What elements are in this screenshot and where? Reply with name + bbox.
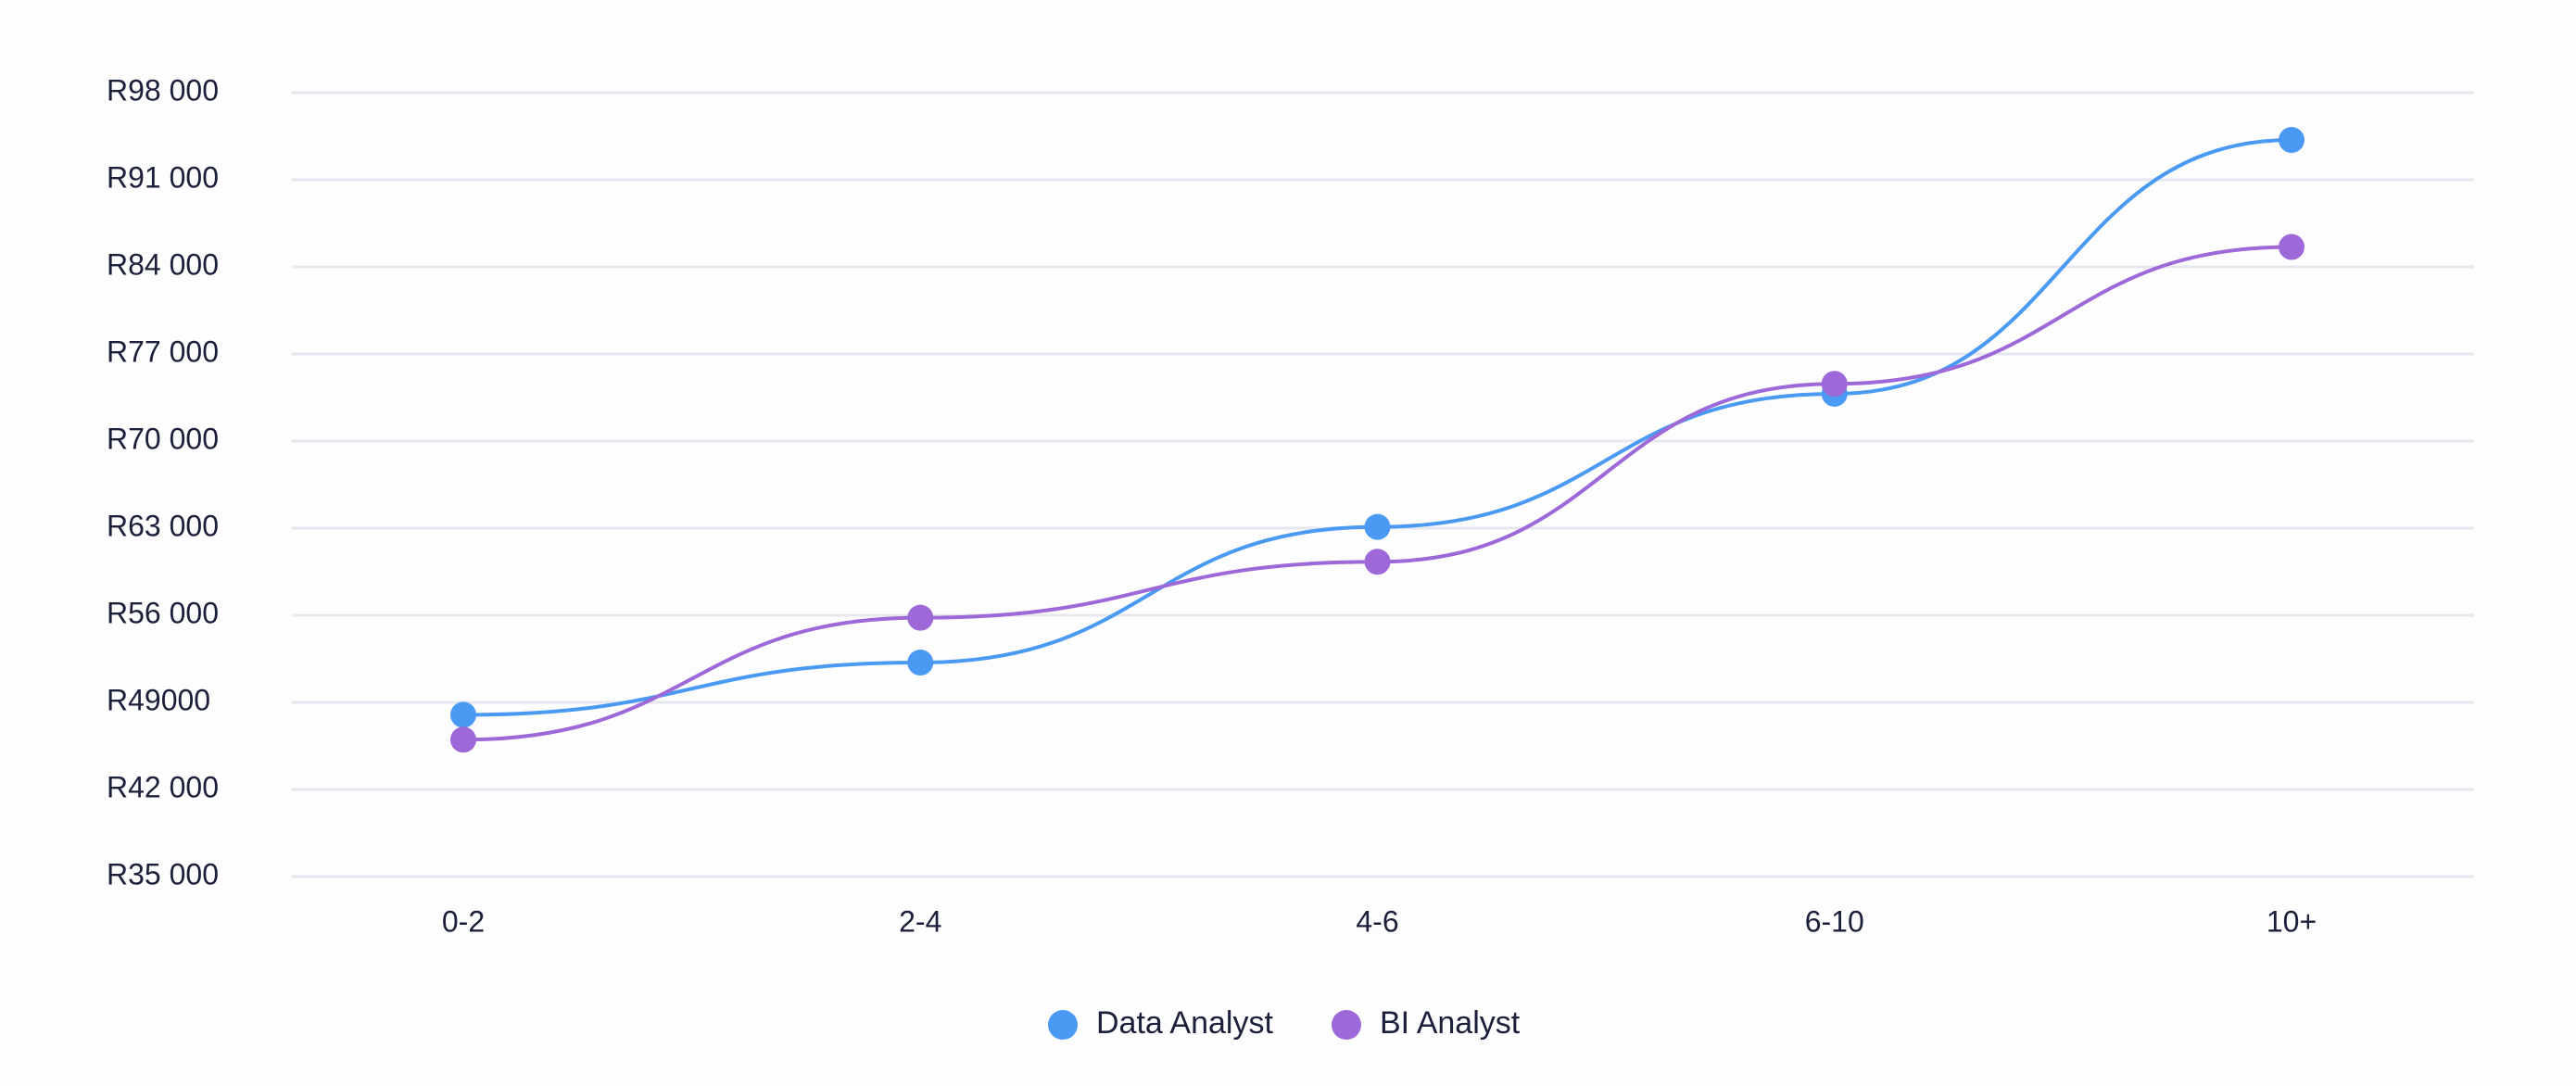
data-point[interactable] (2279, 127, 2305, 154)
y-tick-label: R98 000 (107, 73, 219, 107)
legend-item[interactable]: Data Analyst (1048, 1005, 1273, 1041)
y-axis: R98 000 R91 000 R84 000 R77 000 R70 000 R63 0… (107, 73, 219, 890)
data-point[interactable] (2279, 234, 2305, 260)
y-tick-label: R63 000 (107, 509, 219, 542)
x-tick-label: 6-10 (1805, 904, 1864, 938)
data-point[interactable] (907, 650, 934, 676)
y-tick-label: R84 000 (107, 247, 219, 281)
y-tick-label: R70 000 (107, 422, 219, 455)
x-axis: 0-2 2-4 4-6 6-10 10+ (442, 904, 2317, 938)
data-point[interactable] (1821, 371, 1848, 398)
series-line (462, 245, 2292, 742)
legend-marker (1048, 1010, 1078, 1040)
data-point[interactable] (1364, 513, 1391, 540)
series-group (450, 127, 2305, 753)
y-tick-label: R35 000 (107, 857, 219, 890)
data-point[interactable] (450, 726, 476, 753)
x-tick-label: 4-6 (1356, 904, 1398, 938)
data-point[interactable] (907, 604, 934, 631)
x-tick-label: 10+ (2267, 904, 2317, 938)
series-0 (450, 127, 2305, 728)
legend: Data Analyst BI Analyst (1048, 1005, 1521, 1041)
data-point[interactable] (450, 701, 476, 728)
series-line (462, 138, 2292, 717)
data-point[interactable] (1364, 549, 1391, 575)
x-tick-label: 0-2 (442, 904, 485, 938)
gridlines (292, 91, 2474, 878)
y-tick-label: R49000 (107, 683, 210, 716)
legend-marker (1332, 1010, 1361, 1040)
series-1 (450, 234, 2305, 753)
y-tick-label: R56 000 (107, 596, 219, 629)
legend-label: Data Analyst (1096, 1005, 1273, 1041)
y-tick-label: R42 000 (107, 770, 219, 803)
y-tick-label: R77 000 (107, 335, 219, 368)
y-tick-label: R91 000 (107, 160, 219, 194)
legend-item[interactable]: BI Analyst (1332, 1005, 1521, 1041)
x-tick-label: 2-4 (899, 904, 941, 938)
legend-label: BI Analyst (1380, 1005, 1521, 1041)
